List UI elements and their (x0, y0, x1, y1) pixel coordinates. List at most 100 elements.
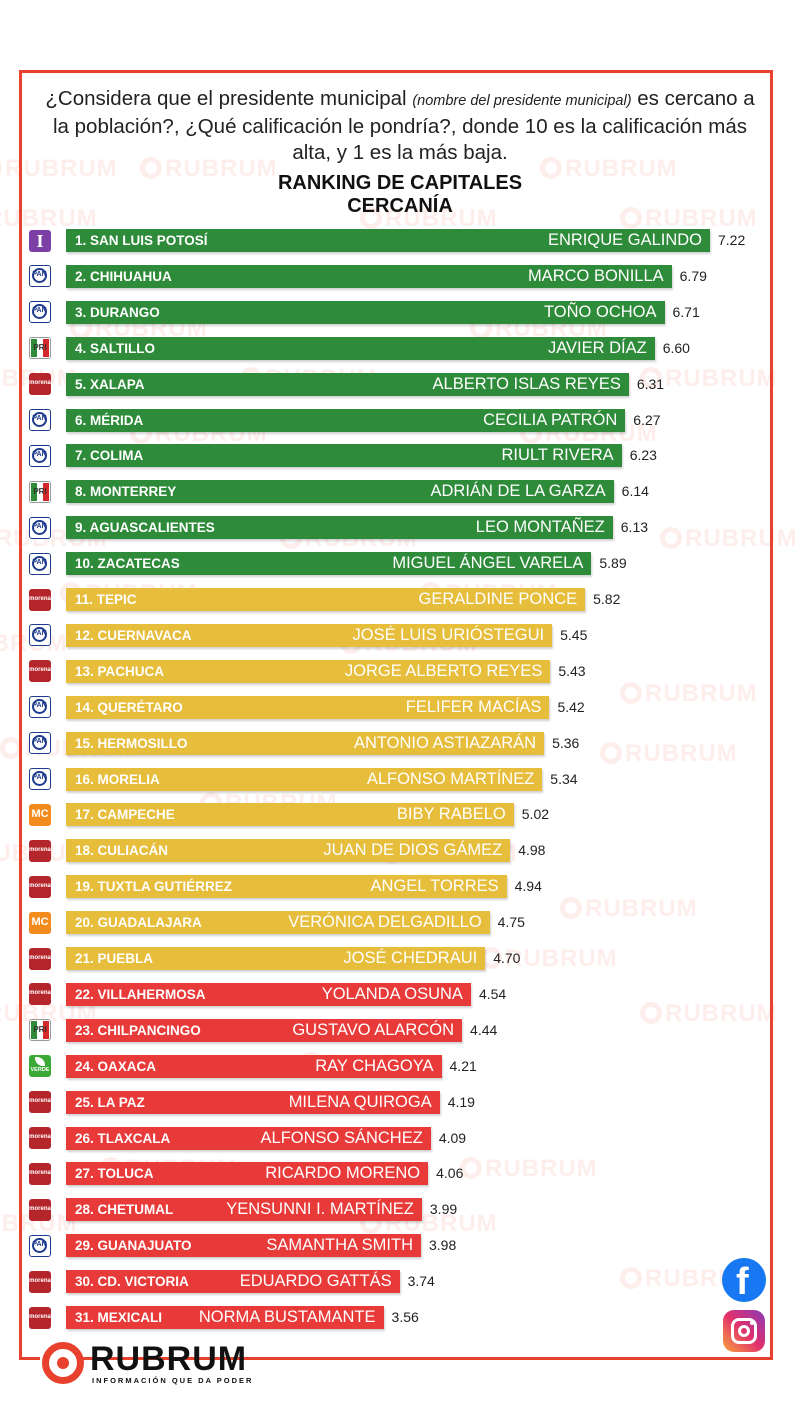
bar: 23. CHILPANCINGO GUSTAVO ALARCÓN (66, 1018, 463, 1042)
morena-logo-icon: morena (29, 373, 51, 396)
bar-value-label: 6.14 (621, 483, 649, 500)
bar-rank-label: 30. CD. VICTORIA (75, 1274, 189, 1290)
bar-person-label: JUAN DE DIOS GÁMEZ (323, 841, 503, 860)
survey-question: ¿Considera que el presidente municipal (… (40, 86, 760, 166)
facebook-icon[interactable]: f (722, 1258, 766, 1303)
morena-logo-icon: morena (29, 1162, 51, 1185)
bar-rank-label: 26. TLAXCALA (75, 1130, 171, 1146)
bar-person-label: NORMA BUSTAMANTE (198, 1308, 376, 1326)
bar-person-label: ENRIQUE GALINDO (547, 231, 702, 249)
independent-logo-icon: I (29, 229, 51, 252)
bar-rank-label: 19. TUXTLA GUTIÉRREZ (75, 879, 233, 895)
bar-person-label: VERÓNICA DELGADILLO (288, 913, 482, 932)
bar-rank-label: 16. MORELIA (75, 771, 160, 787)
pan-logo-icon: PAN (29, 265, 51, 288)
pri-logo-icon: PRI (29, 337, 51, 360)
bar-value-label: 5.42 (557, 698, 585, 715)
content-frame (19, 70, 773, 1360)
bar-value-label: 4.54 (478, 985, 507, 1002)
pan-logo-icon: PAN (29, 552, 51, 575)
bar-person-label: ALFONSO MARTÍNEZ (366, 769, 535, 788)
question-note: (nombre del presidente municipal) (412, 93, 632, 109)
bar-person-label: JORGE ALBERTO REYES (344, 661, 543, 680)
bar-value-label: 4.19 (447, 1093, 475, 1110)
bar: 24. OAXACA RAY CHAGOYA (66, 1054, 442, 1078)
morena-logo-icon: morena (29, 839, 51, 862)
pan-logo-icon: PAN (29, 732, 51, 755)
brand-circle-icon (42, 1342, 84, 1384)
bar-person-label: GUSTAVO ALARCÓN (292, 1020, 455, 1039)
bar-person-label: YOLANDA OSUNA (321, 984, 463, 1003)
chart-title: RANKING DE CAPITALES (277, 172, 523, 194)
bar: 20. GUADALAJARA VERÓNICA DELGADILLO (66, 911, 490, 935)
bar: 4. SALTILLO JAVIER DÍAZ (66, 336, 655, 360)
bar: 10. ZACATECAS MIGUEL ÁNGEL VARELA (66, 552, 592, 576)
bar-value-label: 5.34 (550, 770, 578, 787)
facebook-glyph: f (736, 1261, 749, 1303)
bar-person-label: JOSÉ CHEDRAUI (343, 949, 478, 967)
pan-logo-icon: PAN (29, 444, 51, 467)
pan-logo-icon: PAN (29, 696, 51, 719)
pan-logo-icon: PAN (29, 516, 51, 539)
bar-rank-label: 22. VILLAHERMOSA (75, 986, 206, 1002)
bar-person-label: GERALDINE PONCE (418, 590, 578, 608)
bar-person-label: TOÑO OCHOA (544, 302, 657, 321)
bar-rank-label: 18. CULIACÁN (75, 843, 169, 859)
bar-rank-label: 27. TOLUCA (75, 1166, 154, 1182)
bar-person-label: ALFONSO SÁNCHEZ (260, 1128, 423, 1147)
morena-logo-icon: morena (29, 588, 51, 611)
bar-value-label: 5.45 (560, 626, 588, 643)
bar-person-label: LEO MONTAÑEZ (475, 518, 605, 537)
bar: 8. MONTERREY ADRIÁN DE LA GARZA (66, 480, 614, 504)
instagram-icon[interactable] (723, 1310, 765, 1352)
bar-person-label: FELIFER MACÍAS (405, 697, 542, 716)
pan-logo-icon: PAN (29, 1234, 51, 1257)
bar: 19. TUXTLA GUTIÉRREZ ANGEL TORRES (66, 875, 507, 899)
bar: 14. QUERÉTARO FELIFER MACÍAS (66, 695, 550, 719)
bar: 30. CD. VICTORIA EDUARDO GATTÁS (66, 1270, 400, 1294)
bar: 7. COLIMA RIULT RIVERA (66, 444, 622, 468)
movimiento-ciudadano-logo-icon: MC (29, 911, 51, 934)
bar-rank-label: 17. CAMPECHE (75, 807, 175, 823)
bar: 21. PUEBLA JOSÉ CHEDRAUI (66, 947, 486, 970)
bar: 3. DURANGO TOÑO OCHOA (66, 300, 665, 324)
brand-name: RUBRUM (90, 1340, 248, 1378)
bar-rank-label: 8. MONTERREY (75, 484, 177, 500)
bar-value-label: 6.13 (620, 519, 649, 536)
pan-logo-icon: PAN (29, 409, 51, 431)
bar-person-label: MARCO BONILLA (527, 266, 664, 285)
bar-value-label: 5.89 (599, 555, 627, 572)
bar-rank-label: 24. OAXACA (75, 1058, 157, 1074)
bar-rank-label: 25. LA PAZ (75, 1094, 145, 1110)
bar-value-label: 6.79 (679, 267, 707, 284)
morena-logo-icon: morena (29, 660, 51, 683)
bar: 1. SAN LUIS POTOSÍ ENRIQUE GALINDO (66, 229, 710, 252)
bar: 12. CUERNAVACA JOSÉ LUIS URIÓSTEGUI (66, 623, 553, 647)
bar-value-label: 6.60 (662, 339, 690, 356)
bar-value-label: 6.71 (672, 303, 700, 320)
bar: 25. LA PAZ MILENA QUIROGA (66, 1090, 440, 1114)
verde-logo-icon: VERDE (29, 1055, 51, 1078)
bar-value-label: 3.56 (391, 1309, 419, 1325)
bar: 17. CAMPECHE BIBY RABELO (66, 803, 514, 827)
bar-value-label: 4.21 (449, 1057, 477, 1074)
bar-rank-label: 28. CHETUMAL (75, 1202, 174, 1218)
bar-rank-label: 6. MÉRIDA (75, 412, 144, 428)
bar-rank-label: 7. COLIMA (75, 448, 144, 464)
bar-person-label: JOSÉ LUIS URIÓSTEGUI (352, 625, 545, 644)
bar-rank-label: 12. CUERNAVACA (75, 627, 192, 643)
bar-value-label: 4.44 (470, 1021, 498, 1038)
pri-logo-icon: PRI (29, 480, 51, 503)
brand-logo: RUBRUM INFORMACIÓN QUE DA PODER (40, 1340, 251, 1386)
bar-rank-label: 3. DURANGO (75, 304, 160, 320)
bar: 28. CHETUMAL YENSUNNI I. MARTÍNEZ (66, 1198, 422, 1222)
bar: 31. MEXICALI NORMA BUSTAMANTE (66, 1306, 384, 1329)
bar-person-label: RIULT RIVERA (501, 446, 614, 465)
bar-rank-label: 15. HERMOSILLO (75, 735, 188, 751)
question-text-before: ¿Considera que el presidente municipal (45, 87, 413, 110)
bar-person-label: RAY CHAGOYA (315, 1056, 434, 1075)
bar-person-label: ALBERTO ISLAS REYES (432, 374, 621, 393)
movimiento-ciudadano-logo-icon: MC (29, 803, 51, 826)
bar-person-label: SAMANTHA SMITH (266, 1236, 413, 1255)
morena-logo-icon: morena (29, 1127, 51, 1149)
